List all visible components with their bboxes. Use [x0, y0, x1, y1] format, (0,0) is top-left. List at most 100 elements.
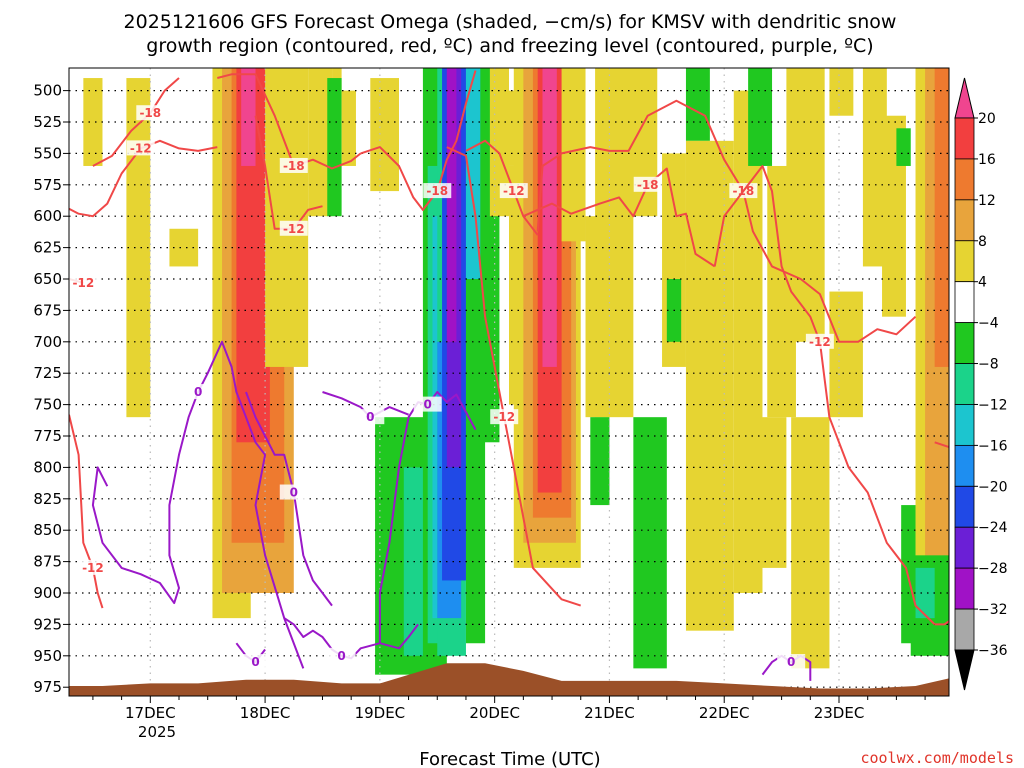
colorbar-bin [954, 567, 975, 610]
colorbar-bin [954, 485, 975, 528]
freezing-contour-label: 0 [290, 486, 298, 500]
colorbar-tick-label: 16 [978, 152, 996, 168]
y-tick-label: 575 [33, 176, 62, 194]
x-tick-label: 17DEC [125, 704, 176, 722]
omega-cell [786, 68, 825, 342]
terrain-fill [69, 663, 949, 696]
dgz-contour-line [934, 441, 949, 626]
freezing-contour-label-bg [356, 409, 385, 425]
omega-shading-layer [83, 68, 949, 675]
colorbar-bin [954, 363, 975, 405]
colorbar-bin [954, 240, 975, 283]
omega-cell [633, 417, 667, 669]
x-tick-label: 19DEC [355, 704, 406, 722]
dgz-contour-label: -18 [426, 184, 448, 198]
x-axis-title: Forecast Time (UTC) [419, 749, 600, 768]
y-tick-label: 875 [33, 553, 62, 571]
y-tick-label: 825 [33, 490, 62, 508]
credit-text: coolwx.com/models [860, 749, 1014, 767]
omega-cell [862, 68, 887, 267]
dgz-contour-line [92, 77, 180, 167]
omega-cell [829, 68, 854, 116]
dgz-contour-label: -18 [139, 106, 161, 120]
x-tick-label: 21DEC [584, 704, 635, 722]
dgz-contour-label-bg [805, 333, 834, 349]
colorbar-bin [954, 444, 975, 487]
omega-cell [308, 68, 333, 217]
dgz-contour-line [69, 414, 104, 609]
dgz-contour-label: -12 [809, 335, 831, 349]
freezing-contour-label: 0 [337, 649, 345, 663]
dgz-contour-label-bg [499, 183, 528, 199]
dgz-contour-label: -12 [503, 184, 525, 198]
omega-cell [896, 128, 911, 166]
dgz-contour-line [465, 139, 539, 236]
y-tick-label: 600 [33, 207, 62, 225]
y-tick-label: 625 [33, 239, 62, 257]
dgz-contour-line [536, 99, 917, 343]
dgz-contour-label-bg [423, 183, 452, 199]
freezing-contour-label-bg [241, 654, 270, 670]
omega-cell [327, 78, 342, 217]
freezing-contour-label: 0 [251, 655, 259, 669]
colorbar-bin [954, 404, 975, 446]
y-tick-label: 925 [33, 615, 62, 633]
freezing-contour-label-bg [184, 384, 213, 400]
omega-cell [915, 567, 935, 619]
colorbar-tick-label: −36 [978, 643, 1008, 659]
freezing-contour-line [245, 391, 333, 607]
freezing-contour-label-bg [777, 654, 806, 670]
omega-cell [370, 78, 399, 192]
y-tick-label: 650 [33, 270, 62, 288]
colorbar-bin [954, 526, 975, 569]
omega-cell [561, 68, 586, 242]
x-tick-label: 20DEC [469, 704, 520, 722]
omega-cell [829, 291, 863, 418]
y-tick-label: 975 [33, 678, 62, 696]
freezing-contour-label: 0 [194, 385, 202, 399]
dgz-contour-label-bg [997, 271, 1024, 286]
y-tick-label: 800 [33, 458, 62, 476]
omega-cell [341, 90, 356, 166]
omega-cell [446, 68, 457, 342]
colorbar-tick-label: −12 [978, 397, 1008, 413]
dgz-contour-label: -12 [1000, 272, 1022, 286]
colorbar-tick-label: 8 [978, 234, 987, 250]
contour-layer: -18-12-12-12-18-12-18-12-12-18-18-12-12-… [69, 70, 1024, 681]
plot-frame [68, 67, 950, 697]
y-axis: 500 525 550 575 600 625 650 675 700 725 750 775 800 8… [33, 82, 69, 696]
freezing-contour-label: 0 [424, 398, 432, 412]
omega-cell [934, 68, 949, 367]
dgz-contour-line [713, 165, 936, 626]
colorbar-tick-label: −28 [978, 561, 1008, 577]
colorbar-bottom-arrow [954, 649, 975, 691]
colorbar-tick-label: 20 [978, 111, 996, 127]
freezing-contour-label-bg [279, 484, 308, 500]
y-tick-label: 850 [33, 521, 62, 539]
dgz-contour-label-bg [78, 559, 107, 575]
omega-cell [752, 417, 787, 568]
colorbar-bin [954, 322, 975, 364]
omega-cell [542, 68, 557, 367]
x-axis: 17DEC 18DEC 19DEC 20DEC 21DEC 22DEC 23DEC [92, 696, 926, 722]
dgz-contour-label-bg [279, 157, 308, 173]
y-tick-label: 700 [33, 333, 62, 351]
colorbar-tick-label: −8 [978, 357, 999, 373]
colorbar-tick-label: −20 [978, 479, 1008, 495]
omega-cell [465, 279, 486, 644]
y-tick-label: 675 [33, 301, 62, 319]
x-tick-label: 22DEC [699, 704, 750, 722]
dgz-contour-label: -12 [283, 222, 305, 236]
dgz-contour-line [1002, 216, 1024, 367]
x-year-label: 2025 [138, 723, 176, 741]
dgz-contour-label: -18 [637, 178, 659, 192]
dgz-contour-label: -18 [283, 159, 305, 173]
y-tick-label: 525 [33, 113, 62, 131]
chart-title-line1: 2025121606 GFS Forecast Omega (shaded, −… [124, 11, 897, 33]
colorbar-tick-label: −16 [978, 438, 1008, 454]
colorbar: 20 16 12 8 4 −4 −8 −12 −16 −20 −24 −28 −32 −36 [954, 77, 1008, 691]
dgz-contour-label: -12 [130, 141, 152, 155]
omega-cell [590, 417, 610, 506]
colorbar-tick-label: 4 [978, 275, 987, 291]
freezing-contour-label-bg [413, 396, 442, 412]
